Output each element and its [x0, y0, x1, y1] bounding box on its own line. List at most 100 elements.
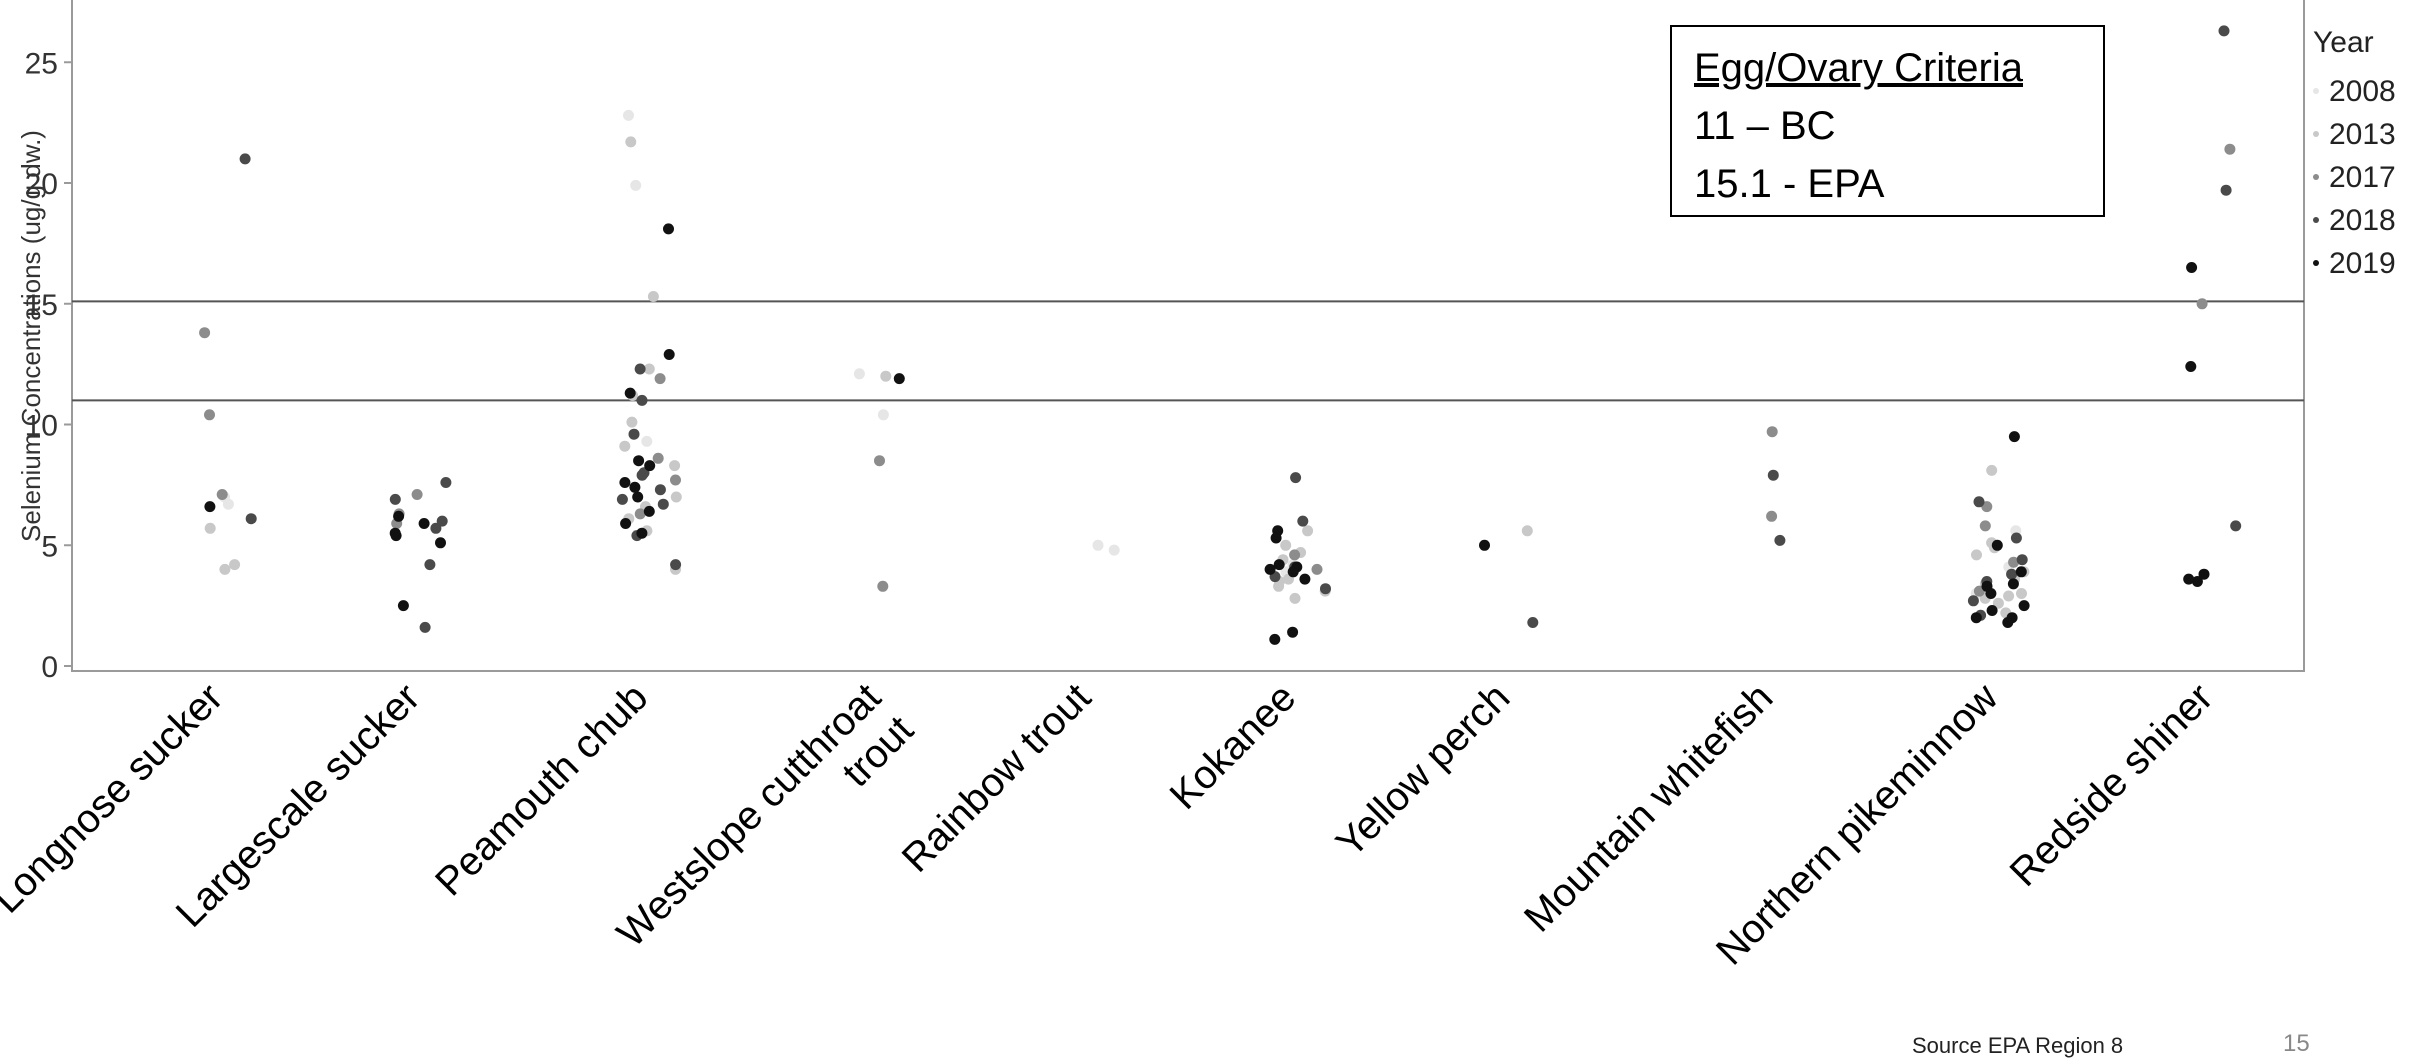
data-point-2019: [2002, 617, 2014, 628]
data-point-2013: [647, 291, 659, 302]
data-point-2019: [633, 455, 645, 467]
data-point-2019: [2018, 600, 2030, 612]
data-point-2017: [2196, 298, 2208, 310]
data-point-2018: [2220, 184, 2232, 196]
data-point-2018: [1320, 583, 1331, 595]
data-point-2019: [1986, 605, 1998, 616]
criteria-epa: 15.1 - EPA: [1694, 162, 1885, 206]
data-point-2008: [641, 435, 653, 447]
data-point-2018: [634, 363, 646, 375]
data-point-2019: [1287, 626, 1299, 638]
data-point-2019: [389, 527, 401, 539]
data-point-2018: [636, 394, 648, 406]
data-point-2017: [1766, 426, 1778, 438]
data-point-2013: [626, 416, 638, 428]
data-point-2018: [419, 621, 431, 633]
data-point-2018: [670, 559, 682, 571]
data-point-2019: [624, 387, 636, 399]
y-tick-label: 0: [41, 651, 58, 684]
data-point-2013: [219, 563, 231, 575]
data-point-2017: [2008, 556, 2020, 568]
y-tick-label: 5: [41, 530, 58, 563]
y-axis: 0 5 10 15 20 25: [25, 47, 72, 684]
data-point-2019: [1479, 539, 1490, 551]
data-points: [199, 25, 2242, 645]
data-point-2013: [625, 136, 637, 148]
data-point-2019: [1981, 580, 1993, 592]
criteria-title: Egg/Ovary Criteria: [1694, 46, 2023, 90]
criteria-bc: 11 – BC: [1694, 104, 1836, 148]
data-point-2017: [199, 327, 211, 339]
data-point-2018: [436, 515, 448, 527]
data-point-2019: [663, 223, 674, 235]
data-point-2019: [393, 510, 405, 522]
data-point-2018: [424, 559, 436, 571]
legend-label: 2017: [2329, 161, 2396, 194]
data-point-2017: [2224, 143, 2236, 155]
data-point-2017: [654, 373, 666, 385]
data-point-2019: [636, 527, 648, 539]
data-point-2013: [1289, 592, 1301, 604]
data-point-2013: [1521, 525, 1533, 537]
data-point-2019: [2185, 361, 2197, 372]
data-point-2019: [1264, 563, 1276, 575]
data-point-2017: [634, 508, 646, 520]
data-point-2018: [616, 493, 628, 505]
data-point-2013: [2016, 588, 2027, 599]
data-point-2019: [632, 491, 644, 503]
data-point-2013: [229, 559, 241, 571]
x-tick-label: Peamouth chub: [427, 675, 656, 904]
data-point-2017: [877, 580, 889, 592]
data-point-2019: [663, 349, 675, 360]
data-point-2018: [1527, 617, 1539, 628]
data-point-2019: [1991, 539, 2003, 551]
data-point-2018: [389, 493, 401, 505]
legend-label: 2008: [2329, 75, 2396, 108]
data-point-2017: [1766, 510, 1778, 522]
data-point-2019: [629, 481, 641, 493]
legend-title: Year: [2313, 26, 2374, 59]
data-point-2013: [204, 522, 216, 534]
data-point-2019: [1269, 633, 1281, 645]
data-point-2019: [2007, 578, 2019, 590]
data-point-2019: [2191, 576, 2203, 587]
data-point-2018: [1774, 534, 1786, 546]
criteria-lines: [72, 300, 2304, 402]
data-point-2008: [1092, 539, 1104, 551]
data-point-2019: [204, 501, 216, 513]
data-point-2019: [1273, 559, 1285, 571]
data-point-2008: [630, 179, 642, 191]
data-point-2019: [397, 600, 409, 612]
data-point-2017: [670, 474, 681, 486]
data-point-2018: [2218, 25, 2230, 37]
data-point-2019: [2186, 262, 2198, 273]
legend-label: 2013: [2329, 118, 2396, 151]
legend-item-2019: 2019: [2313, 242, 2396, 285]
data-point-2019: [893, 373, 905, 385]
x-tick-label: Westslope cutthroattrout: [609, 675, 922, 988]
year-legend: Year 2008 2013 2017 2018 2019: [2313, 26, 2396, 285]
data-point-2019: [435, 537, 446, 549]
data-point-2017: [204, 409, 215, 421]
data-point-2017: [411, 489, 423, 500]
data-point-2018: [1967, 595, 1979, 607]
data-point-2019: [418, 518, 430, 529]
data-point-2017: [216, 489, 228, 500]
data-point-2008: [222, 498, 234, 510]
data-point-2008: [623, 109, 634, 121]
legend-swatch: [2313, 174, 2319, 180]
data-point-2008: [853, 368, 865, 380]
x-tick-label: Kokanee: [1162, 675, 1305, 818]
legend-swatch: [2313, 217, 2319, 223]
y-axis-label: Selenium Concentrations (ug/g dw.): [16, 130, 46, 542]
data-point-2018: [1297, 515, 1309, 527]
x-tick-label: Rainbow trout: [894, 675, 1100, 881]
legend-swatch: [2313, 260, 2319, 266]
data-point-2013: [670, 491, 682, 503]
data-point-2019: [1299, 573, 1311, 585]
data-point-2019: [1970, 612, 1982, 624]
data-point-2018: [2010, 532, 2022, 544]
data-point-2019: [2015, 566, 2027, 578]
data-point-2013: [619, 440, 631, 452]
